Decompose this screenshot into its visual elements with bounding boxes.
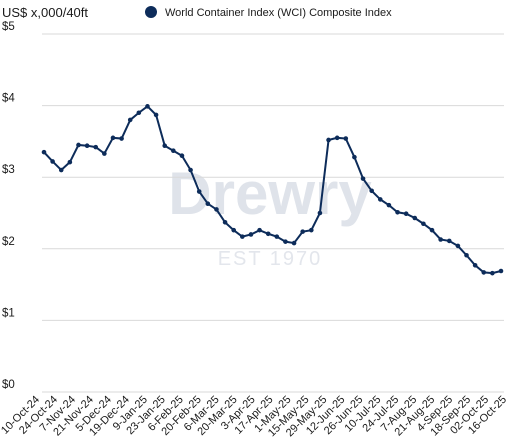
data-point <box>455 243 461 249</box>
data-point <box>395 209 400 215</box>
y-tick-label: $0 <box>2 379 15 391</box>
series-points <box>41 104 504 276</box>
data-point <box>421 221 426 227</box>
y-tick-label: $2 <box>2 236 15 248</box>
data-point <box>93 144 99 150</box>
data-point <box>403 211 409 217</box>
data-point <box>153 112 159 118</box>
data-point <box>377 197 383 202</box>
data-point <box>179 153 185 159</box>
data-point <box>274 234 280 239</box>
watermark-subtitle: EST 1970 <box>218 248 323 270</box>
data-point <box>136 110 142 116</box>
data-point <box>188 167 193 173</box>
data-point <box>334 135 340 141</box>
data-point <box>300 229 305 234</box>
data-point <box>386 202 392 208</box>
data-point <box>248 232 254 237</box>
data-point <box>326 137 331 143</box>
data-point <box>231 227 236 233</box>
data-point <box>481 270 487 275</box>
data-point <box>67 159 73 165</box>
data-point <box>257 227 262 233</box>
gridlines <box>42 33 504 393</box>
data-point <box>429 227 435 233</box>
data-point <box>265 231 271 237</box>
data-point <box>438 237 443 242</box>
data-point <box>119 136 124 141</box>
data-point <box>41 149 47 155</box>
data-point <box>498 268 504 274</box>
data-point <box>490 270 495 276</box>
legend-entry: World Container Index (WCI) Composite In… <box>165 7 392 19</box>
data-point <box>343 136 349 141</box>
data-point <box>446 238 452 244</box>
data-point <box>309 227 314 233</box>
data-point <box>472 262 478 268</box>
watermark: Drewry EST 1970 <box>168 160 372 270</box>
data-point <box>291 240 297 246</box>
data-point <box>222 220 228 225</box>
y-tick-label: $3 <box>2 164 15 176</box>
data-point <box>369 188 374 194</box>
data-point <box>76 142 81 148</box>
x-axis-ticks: 10-Oct-2424-Oct-247-Nov-2421-Nov-245-Dec… <box>0 394 509 440</box>
data-point <box>352 154 357 160</box>
y-axis-label: US$ x,000/40ft <box>2 5 88 20</box>
y-tick-label: $4 <box>2 93 15 105</box>
data-point <box>240 234 245 239</box>
data-point <box>196 189 202 194</box>
data-point <box>283 239 288 244</box>
data-point <box>162 143 168 148</box>
data-point <box>50 159 55 164</box>
y-tick-label: $5 <box>2 21 15 33</box>
y-tick-label: $1 <box>2 307 15 319</box>
data-point <box>145 104 150 109</box>
data-point <box>360 176 366 181</box>
data-point <box>110 135 116 141</box>
data-point <box>127 117 133 123</box>
data-point <box>58 167 64 173</box>
data-point <box>171 148 176 154</box>
data-point <box>205 201 211 206</box>
y-axis-ticks: $0 $1 $2 $3 $4 $5 <box>2 21 15 391</box>
data-point <box>102 151 107 156</box>
legend-marker <box>145 6 157 18</box>
legend: World Container Index (WCI) Composite In… <box>145 6 392 19</box>
data-point <box>214 207 219 212</box>
data-point <box>317 210 323 216</box>
data-point <box>84 143 90 148</box>
data-point <box>464 252 469 258</box>
watermark-brand: Drewry <box>168 160 372 227</box>
data-point <box>412 215 418 221</box>
